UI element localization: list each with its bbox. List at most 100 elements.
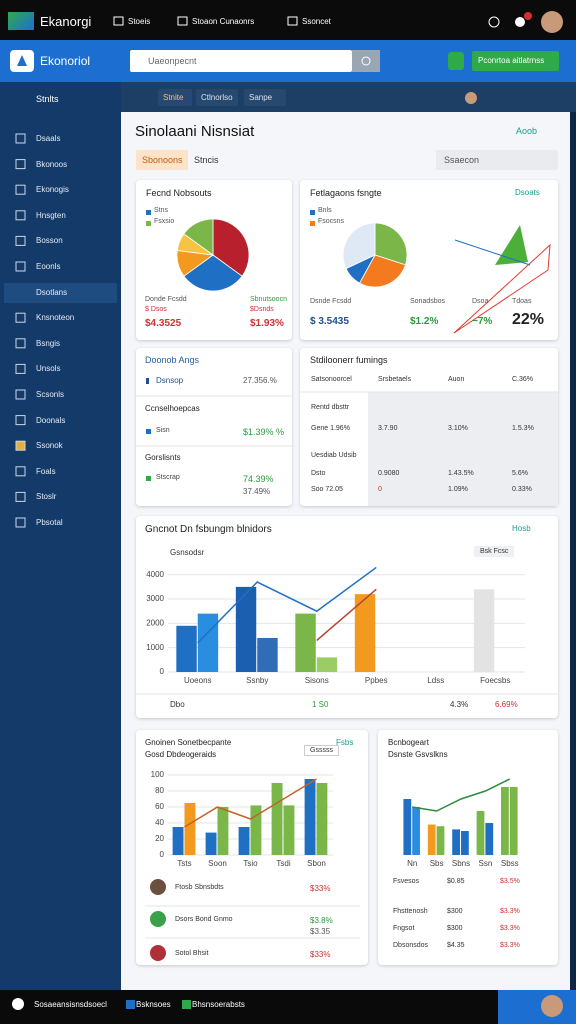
card-title: Doonob Angs: [145, 355, 200, 365]
sidebar-item[interactable]: Bsngis: [36, 338, 61, 348]
green-icon[interactable]: [448, 52, 464, 70]
line: [316, 588, 377, 641]
sidebar-item[interactable]: Hnsgten: [36, 210, 66, 220]
sidebar-item[interactable]: Bkonoos: [36, 159, 68, 169]
card-action[interactable]: Fsbs: [336, 738, 354, 747]
search-button[interactable]: [352, 50, 380, 72]
avatar: [150, 879, 166, 895]
legend-swatch: [310, 221, 315, 226]
taskbar-account[interactable]: [498, 990, 576, 1024]
y-tick-label: 1000: [146, 643, 164, 652]
table-cell: 1.09%: [448, 486, 468, 493]
table-cell: 5.6%: [512, 470, 528, 477]
card-subtitle: Dsnste Gsvslkns: [388, 750, 448, 759]
sidebar-item[interactable]: Doonals: [36, 415, 66, 425]
card-action[interactable]: Hosb: [512, 524, 531, 533]
bar: [316, 657, 338, 672]
sidebar-item[interactable]: Knsnoteon: [36, 313, 75, 323]
pie-slice: [212, 218, 250, 277]
table-header: Srsbetaels: [378, 376, 412, 383]
search-box[interactable]: [130, 50, 352, 72]
top-menu-item[interactable]: Stoeis: [128, 17, 151, 26]
header-button[interactable]: [472, 51, 559, 71]
taskbar-icon[interactable]: [12, 998, 24, 1010]
x-tick-label: Sbns: [452, 859, 470, 868]
stat: $Dsnds: [250, 306, 274, 313]
page-tab[interactable]: Stncis: [194, 155, 219, 165]
bar: [476, 811, 485, 855]
y-tick-label: 60: [155, 802, 164, 811]
bar: [271, 783, 283, 855]
tab-pill: [244, 89, 286, 106]
avatar[interactable]: [465, 92, 477, 104]
page-tab-active[interactable]: [136, 150, 188, 170]
sidebar-item[interactable]: Ekonogis: [36, 185, 69, 195]
sidebar-item[interactable]: Dsaals: [36, 134, 61, 143]
x-tick-label: Ssn: [479, 859, 493, 868]
taskbar-item[interactable]: Bhsnsoerabsts: [192, 1000, 245, 1009]
bar: [473, 589, 495, 672]
search-icon[interactable]: [488, 16, 500, 28]
page-search[interactable]: [436, 150, 558, 170]
taskbar-icon: [126, 1000, 135, 1009]
sidebar: [0, 82, 121, 990]
page-tab[interactable]: Sbonoons: [142, 155, 183, 165]
footer-stat: 1 S0: [312, 700, 329, 709]
card-title: Gnoinen Sonetbecpante: [145, 738, 232, 747]
avatar[interactable]: [541, 995, 563, 1017]
notification-icon[interactable]: [515, 17, 525, 27]
taskbar-item[interactable]: Bsknsoes: [136, 1000, 171, 1009]
toolbar-tab[interactable]: Sanpe: [249, 93, 273, 102]
page-action[interactable]: Aoob: [516, 126, 538, 136]
sidebar-item[interactable]: Ssonok: [36, 441, 63, 451]
sidebar-item[interactable]: Pbsotal: [36, 518, 63, 527]
menu-icon: [177, 16, 188, 26]
toolbar-tab[interactable]: Ctlnorlso: [201, 93, 233, 102]
table-cell: 3.10%: [448, 425, 468, 432]
avatar[interactable]: [541, 11, 563, 33]
avatar: [150, 945, 166, 961]
table-header: Auon: [448, 376, 465, 383]
sidebar-icon: [15, 363, 26, 374]
stat: Tdoas: [512, 298, 532, 305]
row-label: Stscrap: [156, 474, 180, 481]
sidebar-item[interactable]: Unsols: [36, 364, 61, 374]
toolbar-tab[interactable]: Stnite: [163, 93, 184, 102]
search-placeholder: Uaeonpecnt: [148, 56, 197, 66]
sidebar-item[interactable]: Bosson: [36, 236, 63, 246]
sidebar-item[interactable]: Scsonls: [36, 390, 65, 399]
taskbar: [0, 990, 576, 1024]
card-action[interactable]: Dsoats: [515, 188, 540, 197]
row-name: Dsors Bond Gnmo: [175, 916, 233, 923]
stat: Sbnutsoocn: [250, 296, 287, 303]
bar: [427, 824, 436, 855]
chart-subtitle: Gsnsodsr: [170, 548, 205, 557]
sidebar-icon: [15, 184, 26, 195]
taskbar-item[interactable]: Sosaeansisnsdsoecl: [34, 1000, 107, 1009]
bar: [412, 807, 420, 855]
top-menu-item[interactable]: Ssoncet: [302, 17, 331, 26]
bar: [354, 594, 376, 672]
section-title: Ccnselhoepcas: [145, 404, 200, 413]
x-tick-label: Sbon: [307, 859, 326, 868]
sidebar-item[interactable]: Stoslr: [36, 492, 57, 502]
sidebar-item[interactable]: Foals: [36, 466, 56, 476]
table-note: Rentd dbsttr: [311, 404, 350, 411]
row-name: Sotol Bhsit: [175, 950, 209, 957]
table-cell: 1.43.5%: [448, 470, 474, 477]
legend-item: Fsxsio: [154, 218, 175, 225]
row-value: $3.8%: [310, 916, 333, 925]
row-name: Ftosb Sbnsbdts: [175, 884, 224, 891]
sidebar-item[interactable]: Eoonls: [36, 262, 61, 271]
bar: [461, 831, 469, 855]
stat: Dsoa: [472, 298, 489, 305]
bar: [205, 832, 217, 855]
table-cell: Fngsot: [393, 925, 415, 932]
sidebar-item[interactable]: Dsotlans: [36, 287, 68, 297]
y-tick-label: 3000: [146, 594, 164, 603]
x-tick-label: Tsio: [243, 859, 258, 868]
x-tick-label: Sbs: [430, 859, 444, 868]
top-menu-item[interactable]: Stoaon Cunaonrs: [192, 17, 255, 26]
table-cell: 1.5.3%: [512, 425, 534, 432]
